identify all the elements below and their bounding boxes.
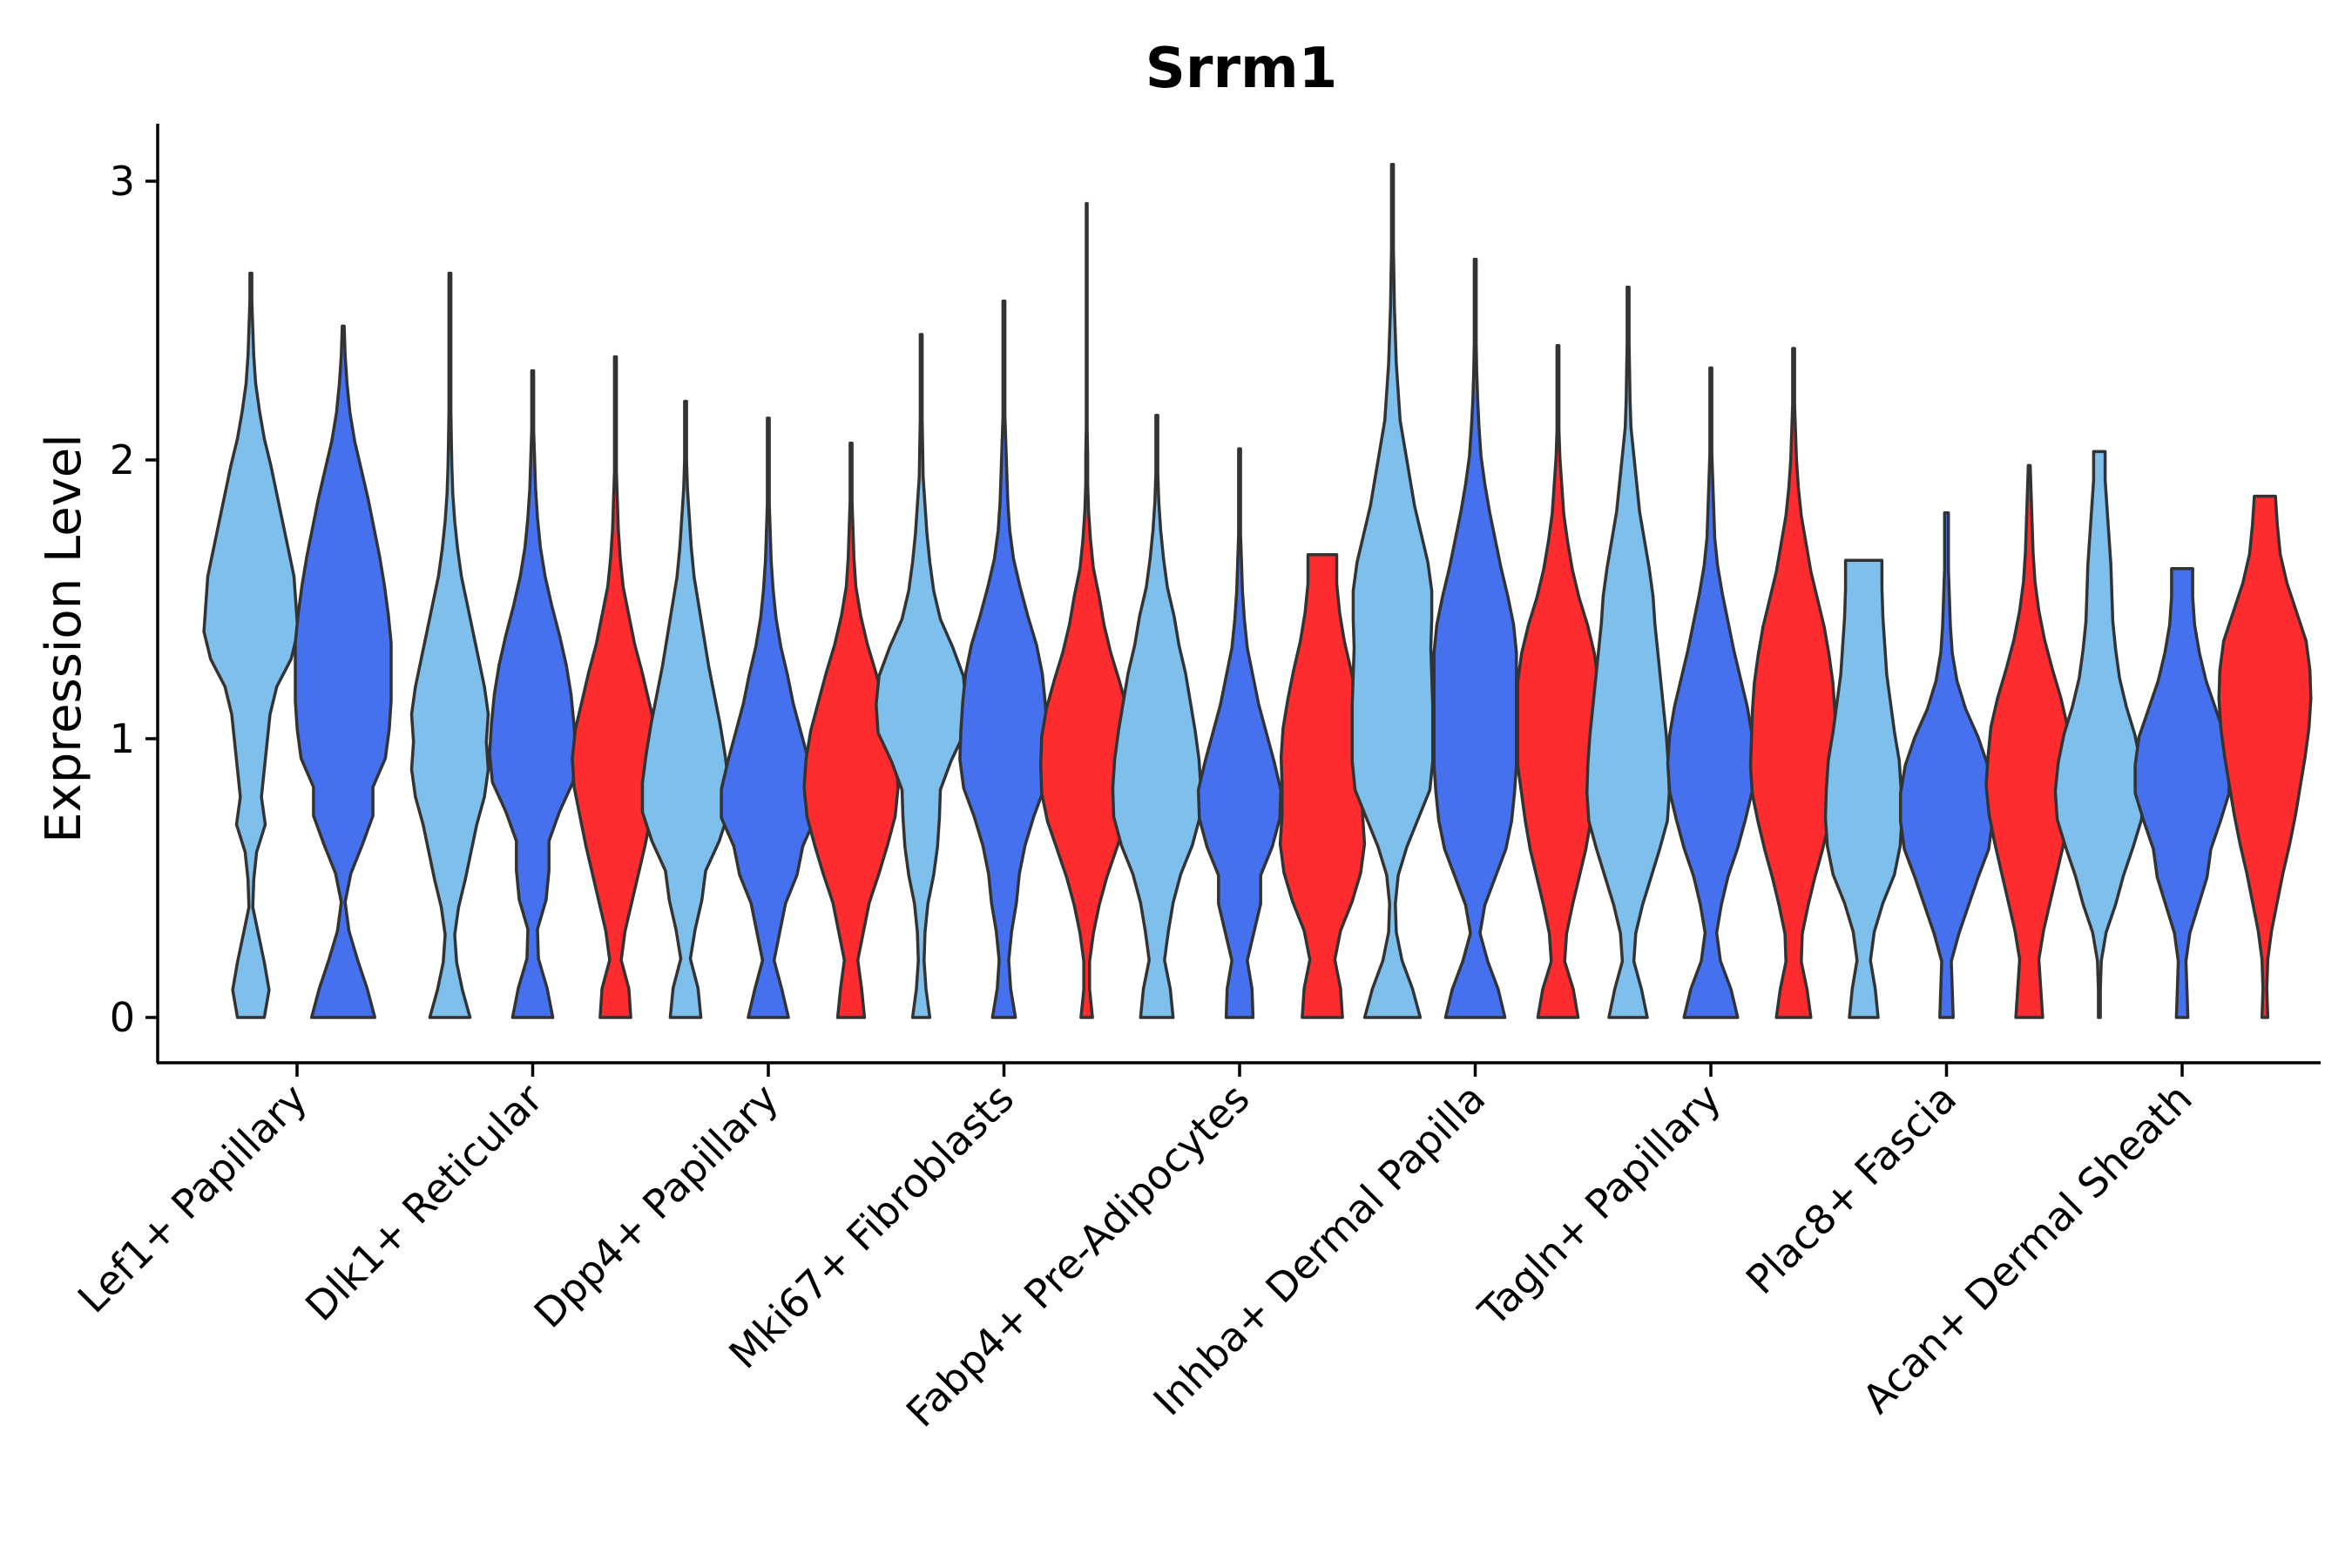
violin-15 [1432, 257, 1518, 1019]
violin-8 [875, 333, 968, 1019]
violin-13 [1278, 553, 1367, 1019]
y-tick-label-0: 0 [110, 994, 135, 1041]
violin-12 [1196, 447, 1283, 1019]
y-tick-label-2: 2 [110, 436, 135, 483]
violin-10 [1038, 201, 1135, 1019]
x-tick-label-1: Dlk1+ Reticular [296, 1075, 551, 1330]
violin-24 [2133, 567, 2231, 1019]
violin-5 [640, 400, 731, 1019]
violin-0 [202, 271, 300, 1019]
violin-20 [1823, 558, 1904, 1019]
violin-7 [802, 442, 900, 1019]
violin-23 [2053, 449, 2146, 1019]
violin-25 [2217, 494, 2313, 1019]
violin-18 [1666, 366, 1756, 1019]
chart-title: Srrm1 [1146, 37, 1337, 101]
y-axis-ticks: 0 1 2 3 [110, 158, 158, 1041]
violin-22 [1984, 463, 2074, 1019]
violin-14 [1350, 163, 1435, 1019]
violins [202, 163, 2313, 1019]
violin-19 [1748, 347, 1839, 1019]
y-tick-label-1: 1 [110, 715, 135, 762]
x-tick-label-0: Lef1+ Papillary [69, 1075, 316, 1322]
violin-6 [720, 416, 817, 1019]
violin-2 [409, 271, 490, 1019]
x-tick-label-7: Plac8+ Fascia [1737, 1075, 1965, 1303]
violin-16 [1516, 344, 1600, 1019]
y-tick-label-3: 3 [110, 158, 135, 205]
violin-3 [488, 368, 578, 1019]
x-tick-label-2: Dpp4+ Papillary [525, 1075, 787, 1337]
violin-11 [1111, 414, 1203, 1019]
violin-21 [1898, 511, 1995, 1019]
violin-9 [958, 299, 1050, 1019]
violin-4 [571, 355, 660, 1019]
violin-17 [1585, 285, 1672, 1019]
x-tick-label-6: Tagln+ Papillary [1469, 1075, 1730, 1336]
violin-1 [294, 324, 393, 1019]
y-axis-label: Expression Level [36, 434, 92, 843]
